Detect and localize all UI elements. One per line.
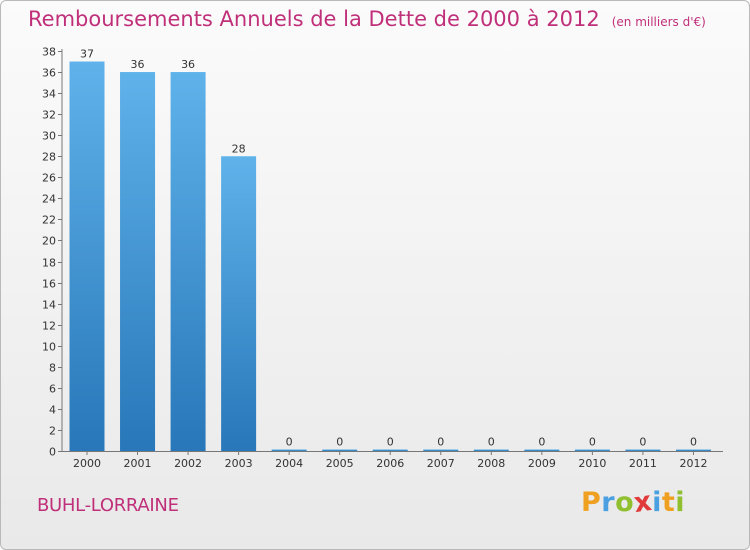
data-label: 0 <box>286 436 293 449</box>
y-tick-label: 38 <box>42 46 56 59</box>
y-tick-label: 36 <box>42 67 56 80</box>
bar-2001 <box>120 72 156 451</box>
chart-title-text: Remboursements Annuels de la Dette de 20… <box>28 7 600 31</box>
bar-2012 <box>675 449 711 451</box>
logo-letter: r <box>601 487 616 518</box>
y-tick-label: 10 <box>42 341 56 354</box>
y-tick-label: 0 <box>49 446 56 459</box>
y-tick-label: 20 <box>42 235 56 248</box>
data-label: 0 <box>538 436 545 449</box>
x-tick-label: 2012 <box>679 457 707 470</box>
x-tick-label: 2006 <box>376 457 404 470</box>
bar-2011 <box>625 449 661 451</box>
bar-2007 <box>423 449 459 451</box>
data-label: 0 <box>336 436 343 449</box>
y-tick-label: 2 <box>49 425 56 438</box>
data-label: 0 <box>639 436 646 449</box>
y-tick-label: 12 <box>42 320 56 333</box>
bar-2004 <box>271 449 307 451</box>
bar-2010 <box>574 449 610 451</box>
y-tick-label: 28 <box>42 151 56 164</box>
bar-2008 <box>473 449 509 451</box>
logo-letter: P <box>581 487 602 518</box>
chart-title: Remboursements Annuels de la Dette de 20… <box>28 7 706 31</box>
y-tick-label: 32 <box>42 109 56 122</box>
data-label: 28 <box>232 142 246 155</box>
commune-name: BUHL-LORRAINE <box>37 495 179 516</box>
logo-letter: i <box>675 487 686 518</box>
x-tick-label: 2004 <box>275 457 303 470</box>
x-tick-label: 2003 <box>225 457 253 470</box>
x-tick-label: 2009 <box>528 457 556 470</box>
logo-letter: o <box>615 487 635 518</box>
y-tick-label: 22 <box>42 214 56 227</box>
data-label: 36 <box>181 58 195 71</box>
logo-letter: x <box>632 485 655 520</box>
x-tick-label: 2007 <box>427 457 455 470</box>
bar-2009 <box>524 449 560 451</box>
data-label: 36 <box>131 58 145 71</box>
bar-2000 <box>69 61 105 452</box>
x-tick-label: 2010 <box>578 457 606 470</box>
x-tick-label: 2002 <box>174 457 202 470</box>
data-label: 37 <box>80 48 94 61</box>
y-tick-label: 34 <box>42 88 56 101</box>
proxiti-logo: Proxiti <box>581 485 686 520</box>
bar-2002 <box>170 72 206 451</box>
data-label: 0 <box>387 436 394 449</box>
x-tick-label: 2000 <box>73 457 101 470</box>
y-tick-label: 8 <box>49 362 56 375</box>
logo-letter: i <box>652 487 662 518</box>
logo-letter: t <box>661 487 676 518</box>
bar-2003 <box>221 156 257 451</box>
y-tick-label: 4 <box>49 404 56 417</box>
data-label: 0 <box>488 436 495 449</box>
bar-2006 <box>372 449 408 451</box>
x-tick-label: 2011 <box>629 457 657 470</box>
data-label: 0 <box>437 436 444 449</box>
y-tick-label: 16 <box>42 278 56 291</box>
y-tick-label: 18 <box>42 257 56 270</box>
data-label: 0 <box>589 436 596 449</box>
chart-unit-subtitle: (en milliers d'€) <box>611 15 706 29</box>
y-tick-label: 14 <box>42 299 56 312</box>
data-label: 0 <box>690 436 697 449</box>
y-tick-label: 30 <box>42 130 56 143</box>
x-tick-label: 2008 <box>477 457 505 470</box>
x-tick-label: 2005 <box>326 457 354 470</box>
y-tick-label: 6 <box>49 383 56 396</box>
bar-2005 <box>322 449 358 451</box>
y-tick-label: 26 <box>42 172 56 185</box>
y-tick-label: 24 <box>42 193 56 206</box>
x-tick-label: 2001 <box>124 457 152 470</box>
